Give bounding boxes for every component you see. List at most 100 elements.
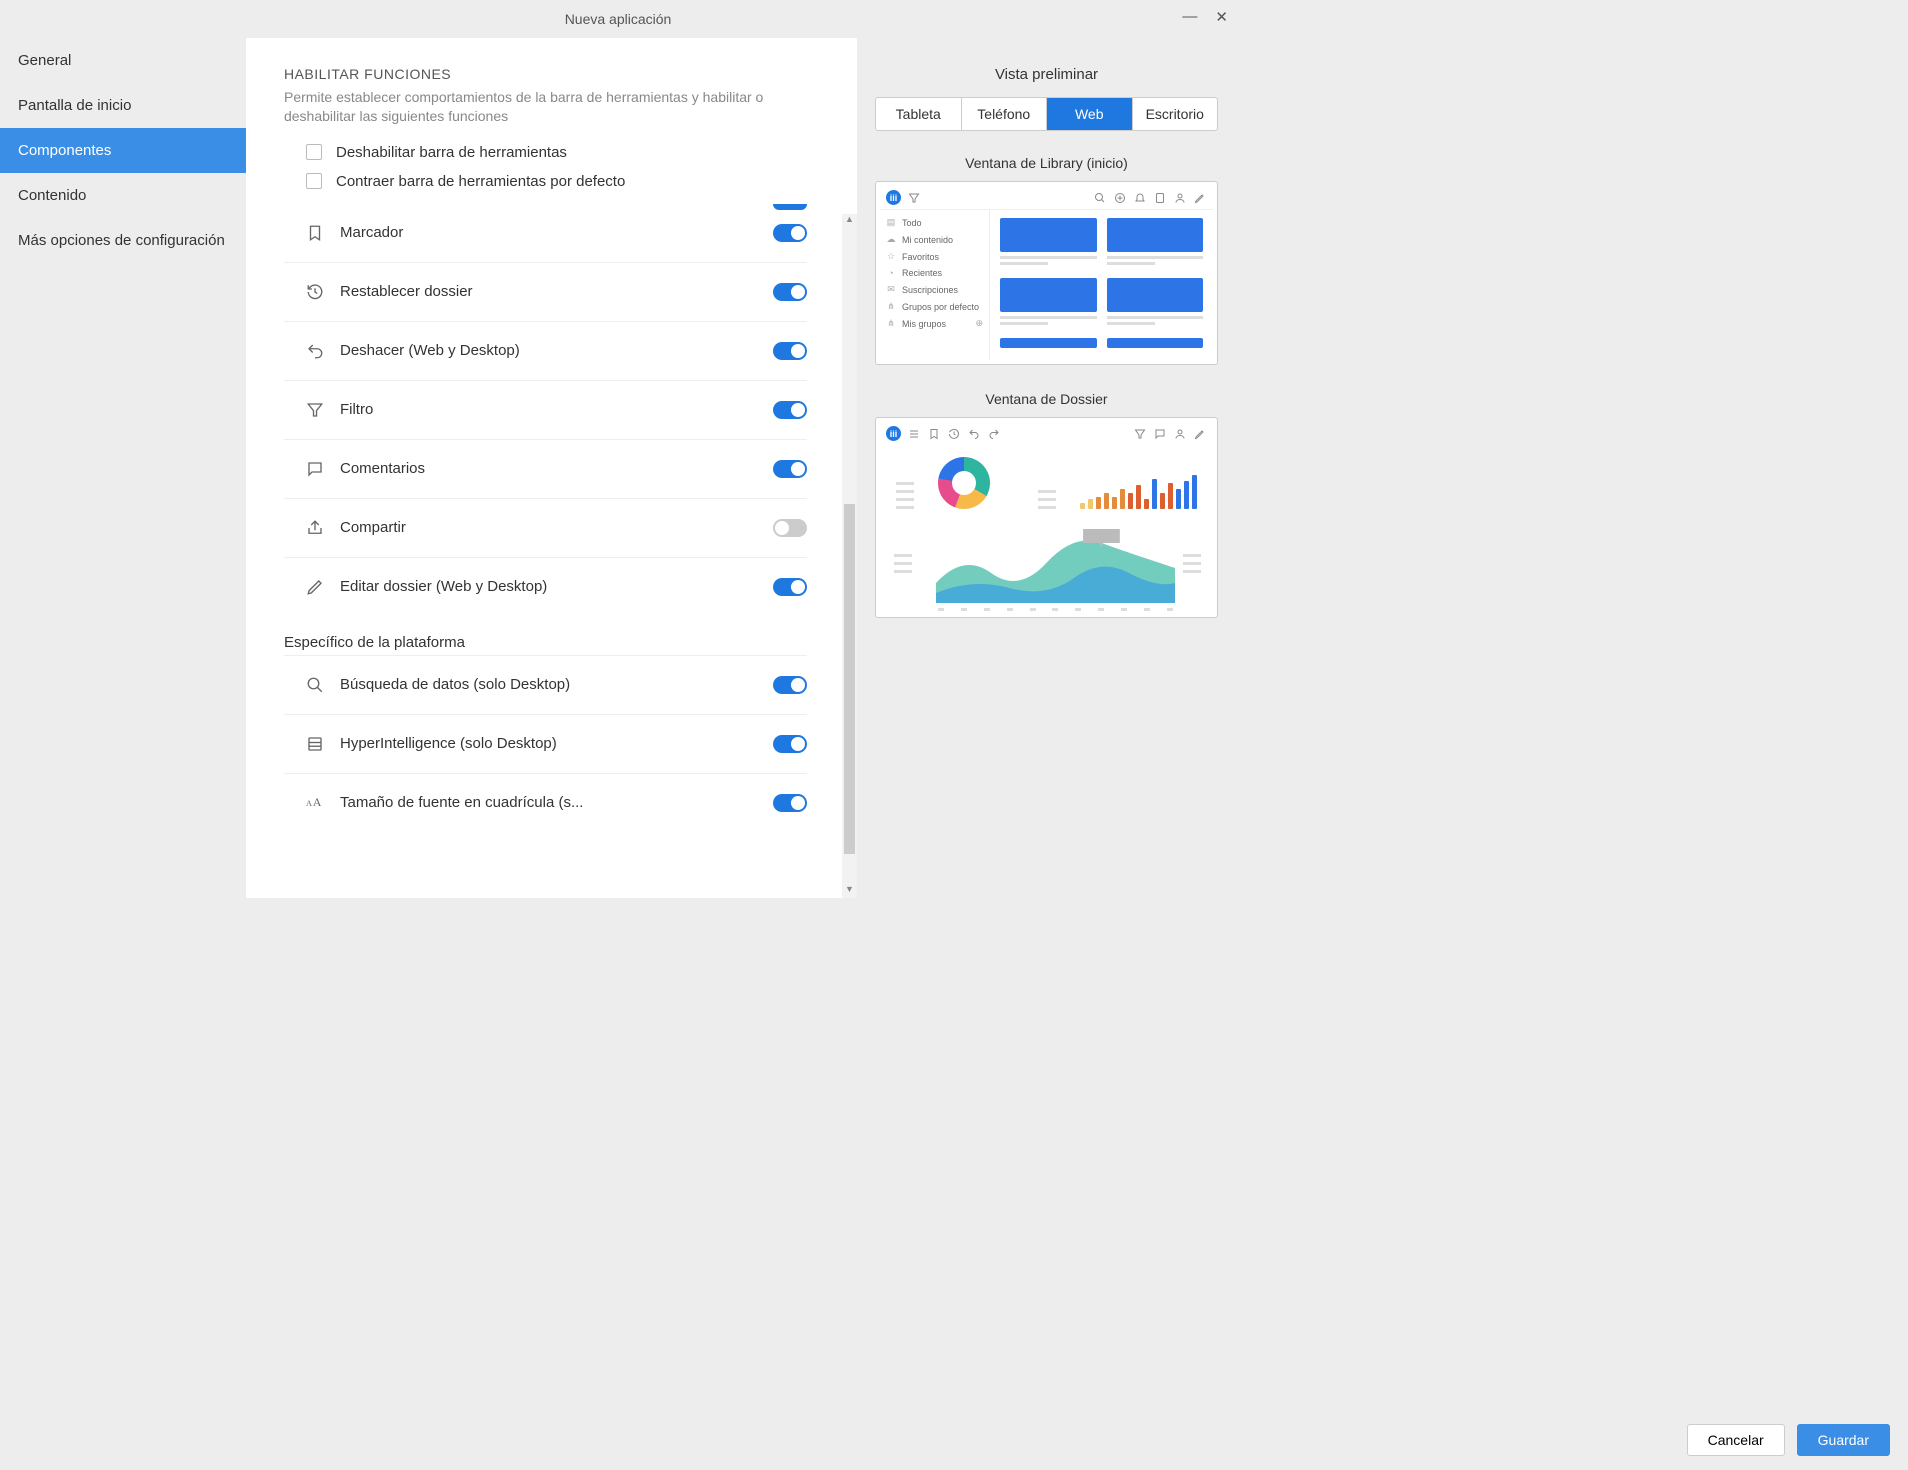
feature-toggle[interactable] <box>773 283 807 301</box>
library-nav-item[interactable]: ◔Recientes <box>886 265 983 281</box>
nav-icon: ▤ <box>886 217 896 228</box>
library-preview-card: iii ▤Todo☁Mi contenido☆Favoritos◔Recient… <box>875 181 1218 365</box>
platform-feature-row-1: HyperIntelligence (solo Desktop) <box>284 714 807 773</box>
sidebar-item-pantalla[interactable]: Pantalla de inicio <box>0 83 246 128</box>
scroll-up-icon[interactable]: ▲ <box>842 214 857 228</box>
brand-icon: iii <box>886 426 901 441</box>
area-chart <box>936 523 1175 603</box>
user-icon <box>1173 191 1187 205</box>
svg-text:A: A <box>313 795 322 809</box>
save-button[interactable]: Guardar <box>1797 1424 1890 1456</box>
feature-toggle[interactable] <box>773 519 807 537</box>
feature-toggle[interactable] <box>773 460 807 478</box>
platform-feature-row-0: Búsqueda de datos (solo Desktop) <box>284 655 807 714</box>
preview-panel: Vista preliminar Tableta Teléfono Web Es… <box>857 38 1236 898</box>
feature-row-6: Editar dossier (Web y Desktop) <box>284 557 807 616</box>
feature-toggle[interactable] <box>773 735 807 753</box>
feature-label: Búsqueda de datos (solo Desktop) <box>340 676 773 693</box>
library-nav-item[interactable]: ✉Suscripciones <box>886 281 983 298</box>
scroll-down-icon[interactable]: ▼ <box>842 884 857 898</box>
feature-toggle[interactable] <box>773 224 807 242</box>
checkbox-disable-toolbar[interactable]: Deshabilitar barra de herramientas <box>284 138 817 167</box>
checkbox-collapse-toolbar[interactable]: Contraer barra de herramientas por defec… <box>284 167 817 196</box>
plus-icon <box>1113 191 1127 205</box>
checkbox-label: Deshabilitar barra de herramientas <box>336 144 567 161</box>
search-icon <box>304 674 326 696</box>
feature-row-1: Restablecer dossier <box>284 262 807 321</box>
donut-chart <box>938 457 990 509</box>
tab-web[interactable]: Web <box>1047 98 1133 130</box>
scrollbar-thumb[interactable] <box>844 504 855 854</box>
feature-toggle[interactable] <box>773 578 807 596</box>
feature-label: Filtro <box>340 401 773 418</box>
nav-label: Favoritos <box>902 252 939 262</box>
library-window-label: Ventana de Library (inicio) <box>875 155 1218 171</box>
redo-icon <box>987 427 1001 441</box>
nav-label: Recientes <box>902 268 942 278</box>
sidebar-item-contenido[interactable]: Contenido <box>0 173 246 218</box>
toc-icon <box>907 427 921 441</box>
search-icon <box>1093 191 1107 205</box>
minimize-icon[interactable]: — <box>1182 8 1197 26</box>
nav-label: Todo <box>902 218 922 228</box>
user-icon <box>1173 427 1187 441</box>
tab-telefono[interactable]: Teléfono <box>962 98 1048 130</box>
feature-label: Restablecer dossier <box>340 283 773 300</box>
font-icon: AA <box>304 792 326 814</box>
sidebar-item-componentes[interactable]: Componentes <box>0 128 246 173</box>
nav-icon: ☆ <box>886 251 896 262</box>
feature-label: Deshacer (Web y Desktop) <box>340 342 773 359</box>
partial-toggle[interactable] <box>773 204 807 210</box>
feature-toggle[interactable] <box>773 794 807 812</box>
nav-icon: ✉ <box>886 284 896 295</box>
library-card <box>1000 278 1097 328</box>
feature-row-3: Filtro <box>284 380 807 439</box>
filter-icon <box>304 399 326 421</box>
add-icon[interactable]: ⊕ <box>975 318 983 329</box>
library-card <box>1000 218 1097 268</box>
feature-toggle[interactable] <box>773 342 807 360</box>
feature-toggle[interactable] <box>773 676 807 694</box>
nav-label: Mi contenido <box>902 235 953 245</box>
comment-icon <box>1153 427 1167 441</box>
sidebar-item-mas-opciones[interactable]: Más opciones de configuración <box>0 218 246 263</box>
feature-label: Tamaño de fuente en cuadrícula (s... <box>340 794 773 811</box>
section-title: HABILITAR FUNCIONES <box>284 66 817 82</box>
close-icon[interactable]: ✕ <box>1215 8 1228 26</box>
library-nav-item[interactable]: ☆ Favoritos <box>886 248 983 265</box>
titlebar: Nueva aplicación — ✕ <box>0 0 1236 38</box>
library-card <box>1000 338 1097 352</box>
library-nav-item[interactable]: ▤ Todo <box>886 214 983 231</box>
nav-icon: ⋔ <box>886 301 896 312</box>
scrollbar[interactable]: ▲ ▼ <box>842 214 857 898</box>
feature-label: Editar dossier (Web y Desktop) <box>340 578 773 595</box>
edit-icon <box>304 576 326 598</box>
checkbox-label: Contraer barra de herramientas por defec… <box>336 173 625 190</box>
nav-label: Mis grupos <box>902 319 946 329</box>
legend <box>1183 554 1201 573</box>
svg-text:A: A <box>306 799 312 808</box>
history-icon <box>304 281 326 303</box>
undo-icon <box>967 427 981 441</box>
undo-icon <box>304 340 326 362</box>
library-card <box>1107 218 1204 268</box>
filter-icon <box>1133 427 1147 441</box>
library-nav-item[interactable]: ☁Mi contenido <box>886 231 983 248</box>
feature-row-5: Compartir <box>284 498 807 557</box>
device-icon <box>1153 191 1167 205</box>
library-nav-item[interactable]: ⋔ Mis grupos ⊕ <box>886 315 983 332</box>
library-card <box>1107 278 1204 328</box>
library-nav-item[interactable]: ⋔Grupos por defecto <box>886 298 983 315</box>
checkbox-icon[interactable] <box>306 144 322 160</box>
cancel-button[interactable]: Cancelar <box>1687 1424 1785 1456</box>
dossier-window-label: Ventana de Dossier <box>875 391 1218 407</box>
sidebar-item-general[interactable]: General <box>0 38 246 83</box>
content-panel: HABILITAR FUNCIONES Permite establecer c… <box>246 38 857 898</box>
nav-icon: ⋔ <box>886 318 896 329</box>
tab-escritorio[interactable]: Escritorio <box>1133 98 1218 130</box>
tab-tableta[interactable]: Tableta <box>876 98 962 130</box>
share-icon <box>304 517 326 539</box>
feature-toggle[interactable] <box>773 401 807 419</box>
bookmark-icon <box>927 427 941 441</box>
checkbox-icon[interactable] <box>306 173 322 189</box>
